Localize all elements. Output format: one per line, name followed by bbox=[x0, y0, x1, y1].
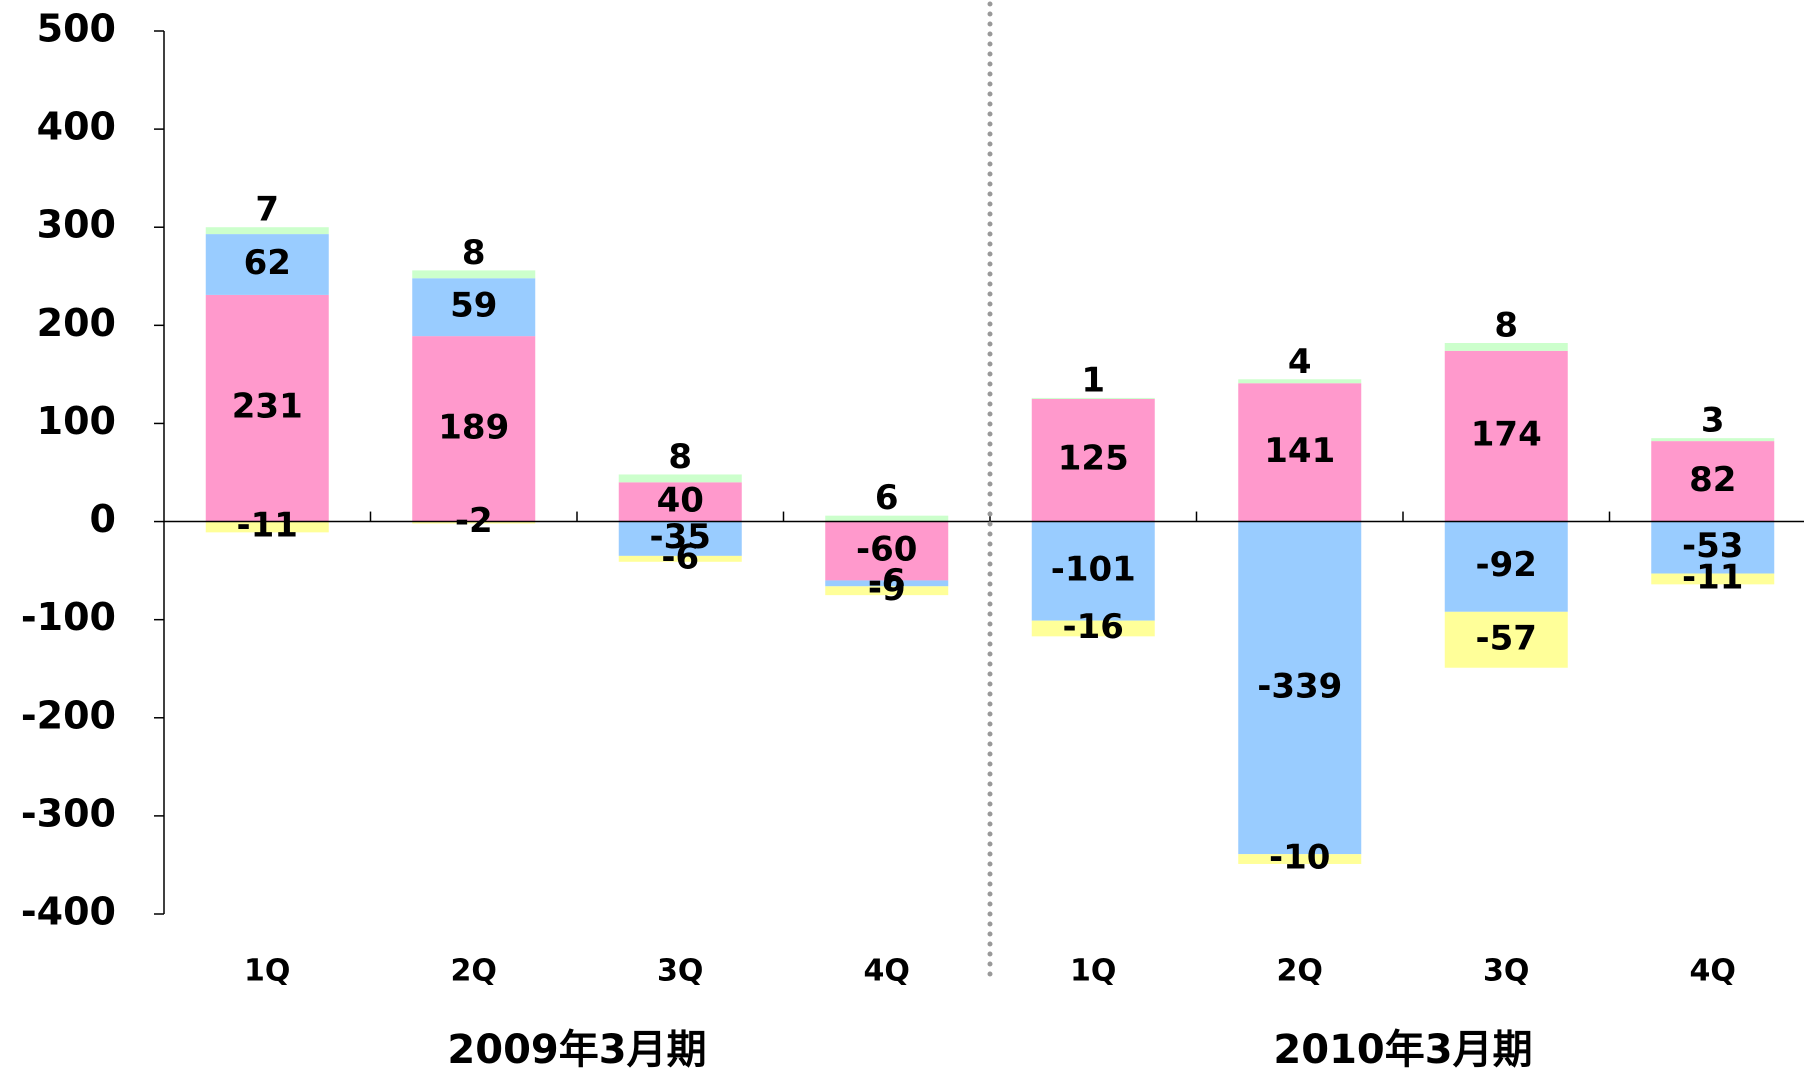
data-label: -6 bbox=[868, 562, 906, 602]
bar-segment bbox=[205, 294, 329, 522]
data-label: -11 bbox=[237, 505, 298, 545]
data-label: 7 bbox=[255, 190, 279, 230]
data-label: 189 bbox=[438, 407, 509, 447]
bar-segment bbox=[1444, 521, 1568, 612]
bar-segment bbox=[205, 521, 329, 533]
bar-segment bbox=[1444, 342, 1568, 351]
y-tick-label: 100 bbox=[37, 399, 116, 443]
bar-segment bbox=[1238, 379, 1362, 384]
bar-segment bbox=[825, 515, 949, 522]
y-tick-label: 300 bbox=[37, 203, 116, 247]
bar-segment bbox=[412, 270, 536, 279]
y-tick-label: 500 bbox=[37, 7, 116, 51]
y-tick-label: -200 bbox=[21, 693, 116, 737]
bar-segment bbox=[412, 521, 536, 524]
bar-segment bbox=[1651, 441, 1775, 522]
bar-segment bbox=[1238, 854, 1362, 864]
bar-segment bbox=[205, 227, 329, 235]
bar-segment bbox=[1031, 397, 1155, 399]
bar-segment bbox=[205, 234, 329, 295]
bar-segment bbox=[618, 474, 742, 483]
data-label: -60 bbox=[856, 529, 917, 569]
bar-segment bbox=[1444, 611, 1568, 668]
bar-segment bbox=[1238, 383, 1362, 522]
x-tick-label: 2Q bbox=[1277, 954, 1323, 989]
bar-segment bbox=[1031, 521, 1155, 621]
group-label: 2009年3月期 bbox=[447, 1027, 706, 1073]
data-label: 62 bbox=[244, 243, 291, 283]
bar-segment bbox=[825, 580, 949, 587]
data-label: -10 bbox=[1269, 838, 1330, 878]
y-tick-label: -400 bbox=[21, 890, 116, 934]
bar-segment bbox=[618, 521, 742, 556]
data-label: 8 bbox=[1494, 305, 1518, 345]
x-tick-label: 1Q bbox=[244, 954, 290, 989]
x-tick-label: 3Q bbox=[1483, 954, 1529, 989]
y-tick-label: -300 bbox=[21, 791, 116, 835]
data-label: 8 bbox=[462, 233, 486, 273]
y-tick-label: 200 bbox=[37, 301, 116, 345]
data-label: 8 bbox=[668, 437, 692, 477]
data-label: -57 bbox=[1476, 618, 1537, 658]
group-label: 2010年3月期 bbox=[1273, 1027, 1532, 1073]
data-label: 141 bbox=[1264, 431, 1335, 471]
data-label: -9 bbox=[868, 569, 906, 609]
bar-segment bbox=[412, 336, 536, 522]
data-label: -339 bbox=[1257, 666, 1342, 706]
data-label: -11 bbox=[1682, 557, 1743, 597]
data-label: 3 bbox=[1701, 401, 1725, 441]
bar-segment bbox=[825, 586, 949, 596]
x-tick-label: 2Q bbox=[451, 954, 497, 989]
data-label: -16 bbox=[1063, 607, 1124, 647]
y-tick-label: 400 bbox=[37, 105, 116, 149]
data-label: -92 bbox=[1476, 545, 1537, 585]
data-label: 82 bbox=[1689, 460, 1736, 500]
bar-segment bbox=[1651, 521, 1775, 574]
x-tick-label: 4Q bbox=[1690, 954, 1736, 989]
data-label: -53 bbox=[1682, 526, 1743, 566]
bar-segment bbox=[825, 521, 949, 581]
data-label: 6 bbox=[875, 478, 899, 518]
bar-segment bbox=[618, 555, 742, 562]
y-tick-label: 0 bbox=[90, 497, 116, 541]
data-label: 125 bbox=[1058, 439, 1129, 479]
data-label: 4 bbox=[1288, 342, 1312, 382]
bar-segment bbox=[618, 482, 742, 522]
data-label: 174 bbox=[1471, 415, 1542, 455]
data-label: -35 bbox=[650, 517, 711, 557]
bar-segment bbox=[1651, 438, 1775, 442]
data-label: 59 bbox=[450, 286, 497, 326]
bar-segment bbox=[412, 278, 536, 337]
bar-segment bbox=[1238, 521, 1362, 855]
data-label: 40 bbox=[657, 480, 704, 520]
bar-segment bbox=[1031, 398, 1155, 522]
x-tick-label: 4Q bbox=[864, 954, 910, 989]
x-tick-label: 3Q bbox=[657, 954, 703, 989]
data-label: -6 bbox=[661, 537, 699, 577]
y-tick-label: -100 bbox=[21, 595, 116, 639]
data-label: -101 bbox=[1051, 550, 1136, 590]
data-label: 231 bbox=[232, 387, 303, 427]
bar-segment bbox=[1444, 350, 1568, 522]
bar-segment bbox=[1031, 620, 1155, 637]
x-tick-label: 1Q bbox=[1070, 954, 1116, 989]
data-label: 1 bbox=[1081, 360, 1105, 400]
bar-segment bbox=[1651, 573, 1775, 585]
